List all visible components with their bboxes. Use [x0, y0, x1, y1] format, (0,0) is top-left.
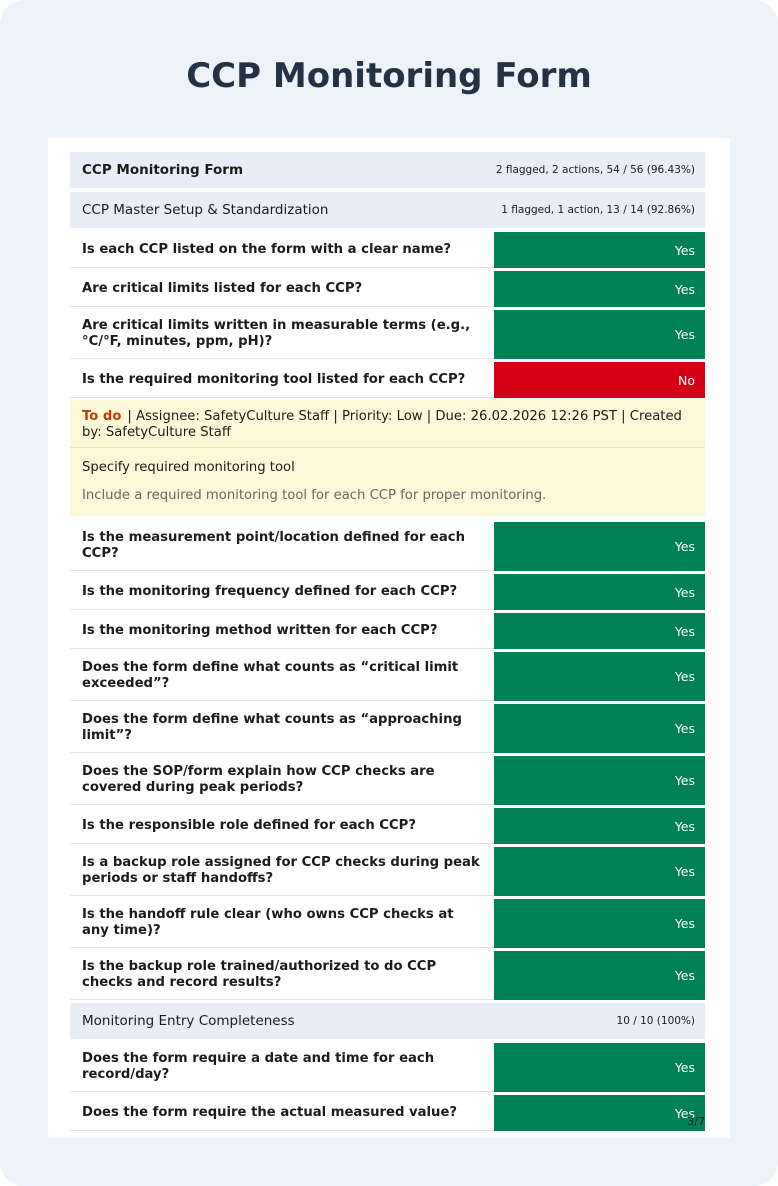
report-content: CCP Monitoring Form 2 flagged, 2 actions,…: [70, 152, 705, 1134]
page-title: CCP Monitoring Form: [186, 56, 592, 96]
section-header-title: CCP Master Setup & Standardization: [82, 202, 329, 218]
answer: Yes: [494, 756, 705, 805]
question-row: Is the monitoring frequency defined for …: [70, 574, 705, 610]
question: Is a backup role assigned for CCP checks…: [70, 847, 494, 896]
question-row: Is the responsible role defined for each…: [70, 808, 705, 844]
question: Is the backup role trained/authorized to…: [70, 951, 494, 1000]
action-status: To do: [82, 409, 122, 424]
answer: Yes: [494, 232, 705, 268]
answer: Yes: [494, 271, 705, 307]
question: Is the monitoring method written for eac…: [70, 613, 494, 649]
answer: Yes: [494, 1043, 705, 1092]
answer: Yes: [494, 522, 705, 571]
question: Does the form define what counts as “app…: [70, 704, 494, 753]
question: Is the responsible role defined for each…: [70, 808, 494, 844]
question: Does the form require the actual measure…: [70, 1095, 494, 1131]
section-header-summary: 1 flagged, 1 action, 13 / 14 (92.86%): [501, 204, 695, 216]
question-row: Is the monitoring method written for eac…: [70, 613, 705, 649]
question-row: Does the SOP/form explain how CCP checks…: [70, 756, 705, 805]
question: Does the form define what counts as “cri…: [70, 652, 494, 701]
question-row: Are critical limits written in measurabl…: [70, 310, 705, 359]
question: Is the measurement point/location define…: [70, 522, 494, 571]
question-row: Does the form define what counts as “cri…: [70, 652, 705, 701]
question: Does the SOP/form explain how CCP checks…: [70, 756, 494, 805]
section-header: CCP Master Setup & Standardization 1 flag…: [70, 192, 705, 228]
question-row: Does the form define what counts as “app…: [70, 704, 705, 753]
question-row: Is a backup role assigned for CCP checks…: [70, 847, 705, 896]
question-row: Does the form require the actual measure…: [70, 1095, 705, 1131]
answer: Yes: [494, 899, 705, 948]
question: Is the monitoring frequency defined for …: [70, 574, 494, 610]
action-details: | Assignee: SafetyCulture Staff | Priori…: [82, 409, 682, 440]
answer: Yes: [494, 310, 705, 359]
report-header-summary: 2 flagged, 2 actions, 54 / 56 (96.43%): [495, 164, 695, 176]
question-row: Is the handoff rule clear (who owns CCP …: [70, 899, 705, 948]
answer: Yes: [494, 652, 705, 701]
report-paper: CCP Monitoring Form 2 flagged, 2 actions,…: [48, 138, 730, 1138]
action-title: Specify required monitoring tool: [82, 460, 295, 475]
question: Is the handoff rule clear (who owns CCP …: [70, 899, 494, 948]
question-row: Is each CCP listed on the form with a cl…: [70, 232, 705, 268]
answer: Yes: [494, 808, 705, 844]
section-header-title: Monitoring Entry Completeness: [82, 1013, 295, 1029]
section-header: Monitoring Entry Completeness 10 / 10 (10…: [70, 1003, 705, 1039]
question: Is the required monitoring tool listed f…: [70, 362, 494, 398]
page-number: 3/7: [687, 1115, 705, 1128]
question-row: Is the backup role trained/authorized to…: [70, 951, 705, 1000]
answer: Yes: [494, 951, 705, 1000]
report-header: CCP Monitoring Form 2 flagged, 2 actions,…: [70, 152, 705, 188]
answer: Yes: [494, 613, 705, 649]
section-header-summary: 10 / 10 (100%): [616, 1015, 695, 1027]
answer: Yes: [494, 574, 705, 610]
answer: No: [494, 362, 705, 398]
question-row: Does the form require a date and time fo…: [70, 1043, 705, 1092]
question-row: Is the required monitoring tool listed f…: [70, 362, 705, 398]
question: Are critical limits listed for each CCP?: [70, 271, 494, 307]
action-description: Include a required monitoring tool for e…: [82, 488, 547, 503]
report-header-title: CCP Monitoring Form: [82, 162, 244, 178]
question-row: Is the measurement point/location define…: [70, 522, 705, 571]
answer: Yes: [494, 704, 705, 753]
question: Are critical limits written in measurabl…: [70, 310, 494, 359]
question: Is each CCP listed on the form with a cl…: [70, 232, 494, 268]
action-meta: To do | Assignee: SafetyCulture Staff | P…: [70, 400, 705, 448]
question: Does the form require a date and time fo…: [70, 1043, 494, 1092]
answer: Yes: [494, 1095, 705, 1131]
action-card: To do | Assignee: SafetyCulture Staff | P…: [70, 400, 705, 516]
question-row: Are critical limits listed for each CCP?…: [70, 271, 705, 307]
answer: Yes: [494, 847, 705, 896]
